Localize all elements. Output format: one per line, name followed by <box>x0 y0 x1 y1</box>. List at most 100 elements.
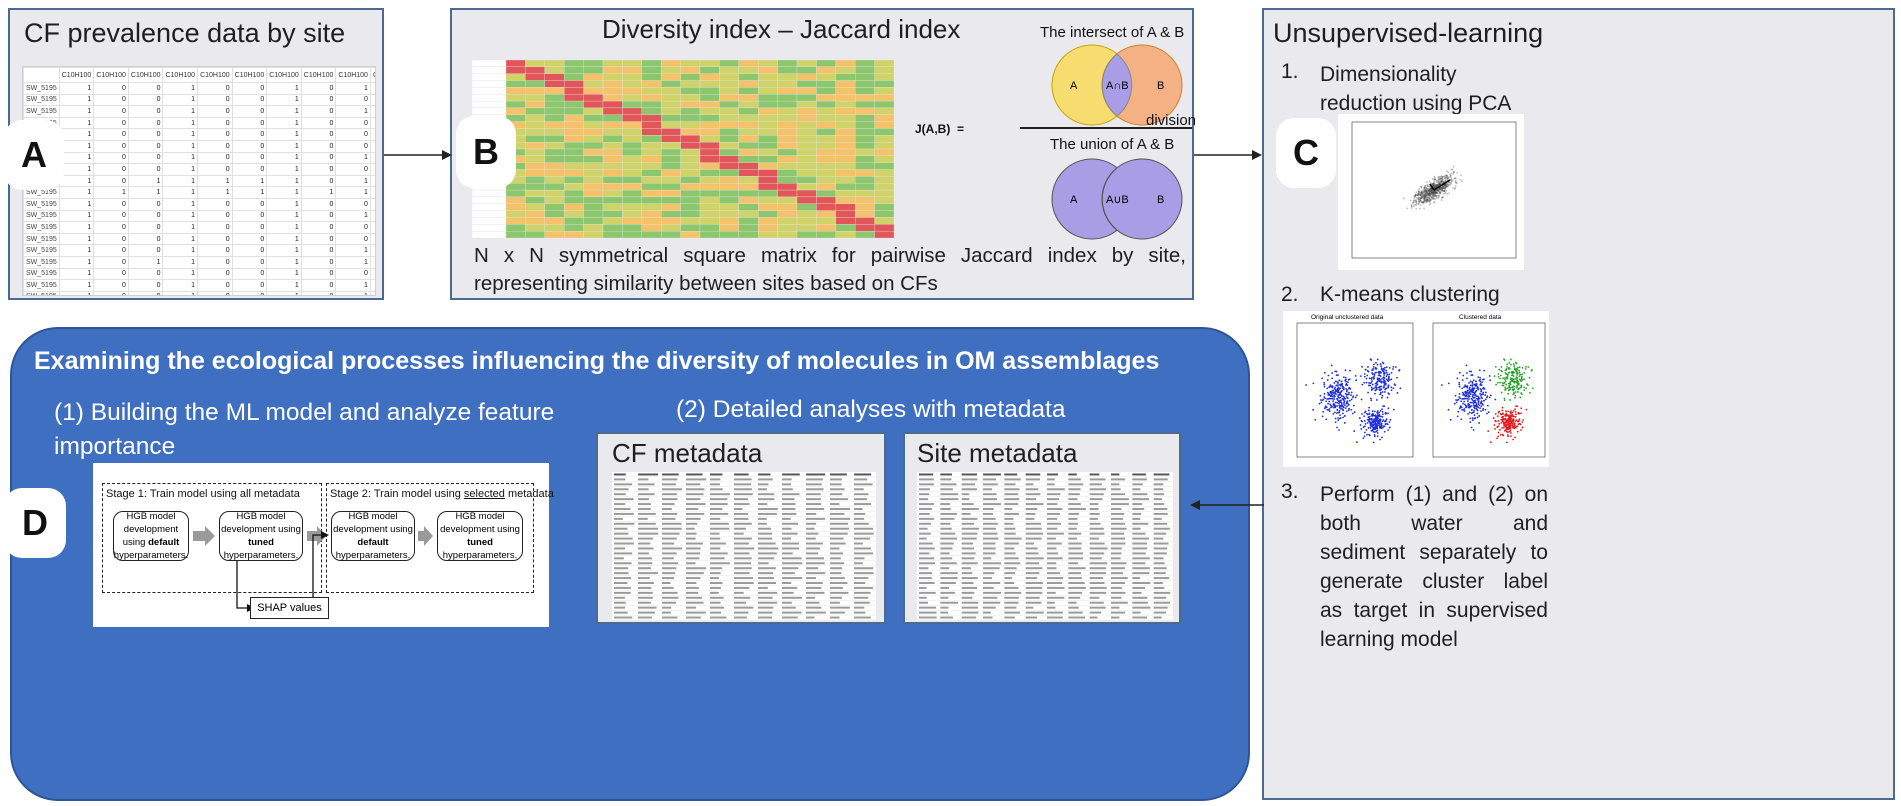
sheet-cell-text <box>961 567 971 570</box>
pca-point <box>1430 196 1433 199</box>
sheet-cell-text <box>1153 567 1167 570</box>
sheet-cell-text <box>806 527 815 530</box>
kmeans-point <box>1326 391 1329 394</box>
sheet-cell-text <box>961 552 976 555</box>
sheet-cell-text <box>806 498 821 501</box>
sheet-cell-text <box>710 473 723 476</box>
sheet-cell-text <box>614 498 634 501</box>
pca-point <box>1420 186 1423 189</box>
kmeans-point <box>1455 401 1458 404</box>
kmeans-point <box>1475 380 1477 383</box>
sheet-cell-text <box>638 522 656 525</box>
sheet-cell-text <box>1132 611 1141 614</box>
pca-point <box>1421 189 1424 192</box>
pca-point <box>1423 190 1426 192</box>
pca-point <box>1450 168 1453 171</box>
venn-intersect-label: A∩B <box>1106 80 1129 92</box>
kmeans-point <box>1509 388 1511 391</box>
kmeans-point <box>1509 418 1512 421</box>
kmeans-point <box>1482 391 1485 394</box>
stage2-default-text: HGB model development using default hype… <box>333 511 413 561</box>
pca-point <box>1426 185 1429 188</box>
table-row: SW_5195100100101010 <box>23 209 375 223</box>
heatmap-cell <box>758 87 778 95</box>
kmeans-point <box>1466 389 1469 392</box>
kmeans-point <box>1465 377 1468 380</box>
pca-point <box>1419 196 1422 198</box>
sheet-cell-text <box>983 591 1002 594</box>
sheet-cell-text <box>638 606 657 609</box>
kmeans-point <box>1473 410 1475 412</box>
kmeans-point <box>1337 419 1340 421</box>
sheet-cell-text <box>710 498 728 501</box>
kmeans-point <box>1322 398 1325 401</box>
sheet-cell-text <box>854 493 869 496</box>
pca-point <box>1437 188 1440 191</box>
sheet-cell-text <box>782 562 803 565</box>
heatmap-cell <box>525 114 545 122</box>
kmeans-point <box>1515 362 1518 365</box>
sheet-cell-text <box>1068 508 1086 510</box>
heatmap-cell <box>602 66 623 74</box>
kmeans-point <box>1368 377 1371 380</box>
kmeans-point <box>1523 378 1525 381</box>
sheet-cell-text <box>686 527 695 530</box>
kmeans-point <box>1468 403 1471 406</box>
pca-point <box>1461 180 1463 183</box>
sheet-cell-text <box>1047 473 1058 476</box>
sheet-cell-text <box>662 512 678 515</box>
sheet-cell-text <box>1111 473 1120 476</box>
pca-point <box>1406 207 1408 210</box>
sheet-cell-text <box>662 586 674 589</box>
pca-point <box>1414 196 1417 198</box>
pca-point <box>1436 184 1438 186</box>
heatmap-cell <box>699 183 720 191</box>
sheet-cell-text <box>854 527 874 530</box>
kmeans-point <box>1500 366 1503 368</box>
heatmap-cell <box>777 114 798 122</box>
kmeans-point <box>1350 398 1353 401</box>
sheet-cell-text <box>830 527 850 530</box>
sheet-cell-text <box>961 532 978 535</box>
heatmap-cell <box>855 107 875 115</box>
kmeans-point <box>1340 380 1343 383</box>
sheet-cell-text <box>961 586 978 589</box>
pca-point <box>1440 180 1442 183</box>
kmeans-point <box>1345 410 1348 413</box>
heatmap-cell <box>641 114 662 122</box>
sheet-cell-text <box>1068 596 1081 599</box>
pca-point <box>1440 190 1443 192</box>
sheet-cell-text <box>1132 493 1148 496</box>
pca-point <box>1438 182 1441 185</box>
kmeans-point <box>1518 375 1521 378</box>
pca-point <box>1432 195 1435 198</box>
heatmap-cell <box>738 169 759 177</box>
sheet-cell-text <box>961 508 979 510</box>
kmeans-point <box>1342 388 1345 391</box>
pca-point <box>1454 185 1457 187</box>
heatmap-cell <box>661 176 681 184</box>
kmeans-point <box>1476 385 1479 388</box>
sheet-cell-text <box>734 601 747 604</box>
sheet-cell-text <box>710 562 730 565</box>
heatmap-cell <box>835 189 856 198</box>
heatmap-cell <box>622 155 642 163</box>
sheet-cell-text <box>686 616 701 619</box>
pca-point <box>1420 201 1423 204</box>
heatmap-cell <box>738 176 759 184</box>
heatmap-cell <box>661 59 681 67</box>
kmeans-point <box>1497 431 1500 434</box>
heatmap-cell <box>544 231 565 238</box>
pca-point <box>1409 199 1412 202</box>
pca-point <box>1422 195 1425 198</box>
sheet-cell-text <box>1004 572 1016 575</box>
pca-point <box>1424 184 1427 187</box>
sheet-cell-text <box>854 512 866 515</box>
kmeans-point <box>1483 399 1485 402</box>
heatmap-cell <box>583 114 604 122</box>
pca-point <box>1436 184 1439 186</box>
heatmap-cell <box>719 66 739 74</box>
pca-point <box>1442 189 1445 192</box>
pca-point <box>1441 179 1444 182</box>
kmeans-point <box>1454 394 1457 397</box>
